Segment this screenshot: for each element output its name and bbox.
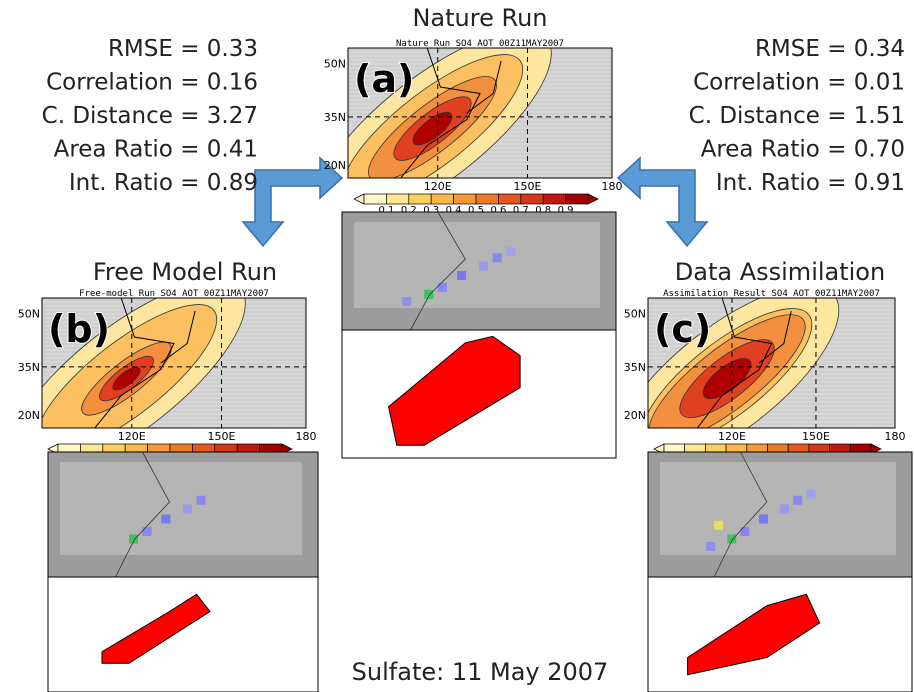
lon-label: 150E bbox=[514, 180, 542, 193]
pixel bbox=[759, 515, 768, 524]
lat-label: 20N bbox=[624, 409, 646, 422]
colorbar-segment bbox=[409, 194, 431, 204]
stat-line: Correlation = 0.01 bbox=[693, 70, 905, 96]
pixel bbox=[714, 521, 723, 530]
lon-label: 120E bbox=[718, 430, 746, 443]
pixel bbox=[161, 515, 170, 524]
lat-label: 20N bbox=[18, 409, 40, 422]
stat-line: Int. Ratio = 0.91 bbox=[716, 170, 905, 196]
colorbar-segment bbox=[566, 194, 588, 204]
pixel bbox=[143, 527, 152, 536]
stat-line: C. Distance = 1.51 bbox=[689, 103, 905, 129]
colorbar-segment bbox=[498, 194, 520, 204]
lon-label: 120E bbox=[424, 180, 452, 193]
pixel bbox=[740, 527, 749, 536]
lon-label: 150E bbox=[802, 430, 830, 443]
stat-line: RMSE = 0.34 bbox=[755, 36, 905, 62]
pixel bbox=[806, 490, 815, 499]
stat-line: Area Ratio = 0.41 bbox=[54, 137, 258, 163]
pixel bbox=[793, 496, 802, 505]
pixel bbox=[780, 505, 789, 514]
stat-line: Area Ratio = 0.70 bbox=[701, 137, 905, 163]
lon-label: 180 bbox=[885, 430, 906, 443]
colorbar-segment bbox=[386, 194, 408, 204]
pixel bbox=[197, 496, 206, 505]
lat-label: 50N bbox=[324, 58, 346, 71]
stat-line: RMSE = 0.33 bbox=[108, 36, 258, 62]
colorbar-segment bbox=[543, 194, 565, 204]
pixel bbox=[493, 253, 502, 262]
pixel bbox=[402, 297, 411, 306]
pixel-map-inner bbox=[354, 222, 600, 308]
panel-label: (b) bbox=[48, 307, 110, 351]
pixel bbox=[479, 262, 488, 271]
colorbar-segment bbox=[454, 194, 476, 204]
panel-label: (a) bbox=[354, 57, 414, 101]
lat-label: 20N bbox=[324, 159, 346, 172]
lat-label: 50N bbox=[624, 308, 646, 321]
slide: Sulfate: 11 May 2007 RMSE = 0.33 Correlat… bbox=[0, 0, 914, 692]
slide-title: Sulfate: 11 May 2007 bbox=[352, 658, 609, 686]
pixel-map-inner bbox=[60, 462, 302, 555]
pixel bbox=[183, 505, 192, 514]
panel-heading: Data Assimilation bbox=[675, 258, 885, 286]
stat-line: Int. Ratio = 0.89 bbox=[69, 170, 258, 196]
colorbar-end bbox=[588, 194, 598, 204]
colorbar-segment bbox=[521, 194, 543, 204]
colorbar-segment bbox=[431, 194, 453, 204]
arrow-right bbox=[618, 158, 707, 246]
panel-heading: Nature Run bbox=[412, 4, 547, 32]
object-map bbox=[48, 577, 318, 692]
pixel bbox=[438, 283, 447, 292]
lat-label: 35N bbox=[624, 361, 646, 374]
lon-label: 180 bbox=[296, 430, 317, 443]
lon-label: 180 bbox=[602, 180, 623, 193]
pixel bbox=[706, 542, 715, 551]
lat-label: 50N bbox=[18, 308, 40, 321]
pixel bbox=[457, 271, 466, 280]
lon-label: 150E bbox=[208, 430, 236, 443]
colorbar-end bbox=[354, 194, 364, 204]
stat-line: C. Distance = 3.27 bbox=[42, 103, 258, 129]
pixel bbox=[506, 247, 515, 256]
lat-label: 35N bbox=[324, 111, 346, 124]
pixel bbox=[727, 535, 736, 544]
lat-label: 35N bbox=[18, 361, 40, 374]
pixel-map-inner bbox=[660, 462, 896, 555]
colorbar-segment bbox=[364, 194, 386, 204]
panel-label: (c) bbox=[654, 307, 711, 351]
pixel bbox=[424, 290, 433, 299]
stat-line: Correlation = 0.16 bbox=[46, 70, 258, 96]
colorbar-segment bbox=[476, 194, 498, 204]
lon-label: 120E bbox=[118, 430, 146, 443]
panel-heading: Free Model Run bbox=[93, 258, 277, 286]
